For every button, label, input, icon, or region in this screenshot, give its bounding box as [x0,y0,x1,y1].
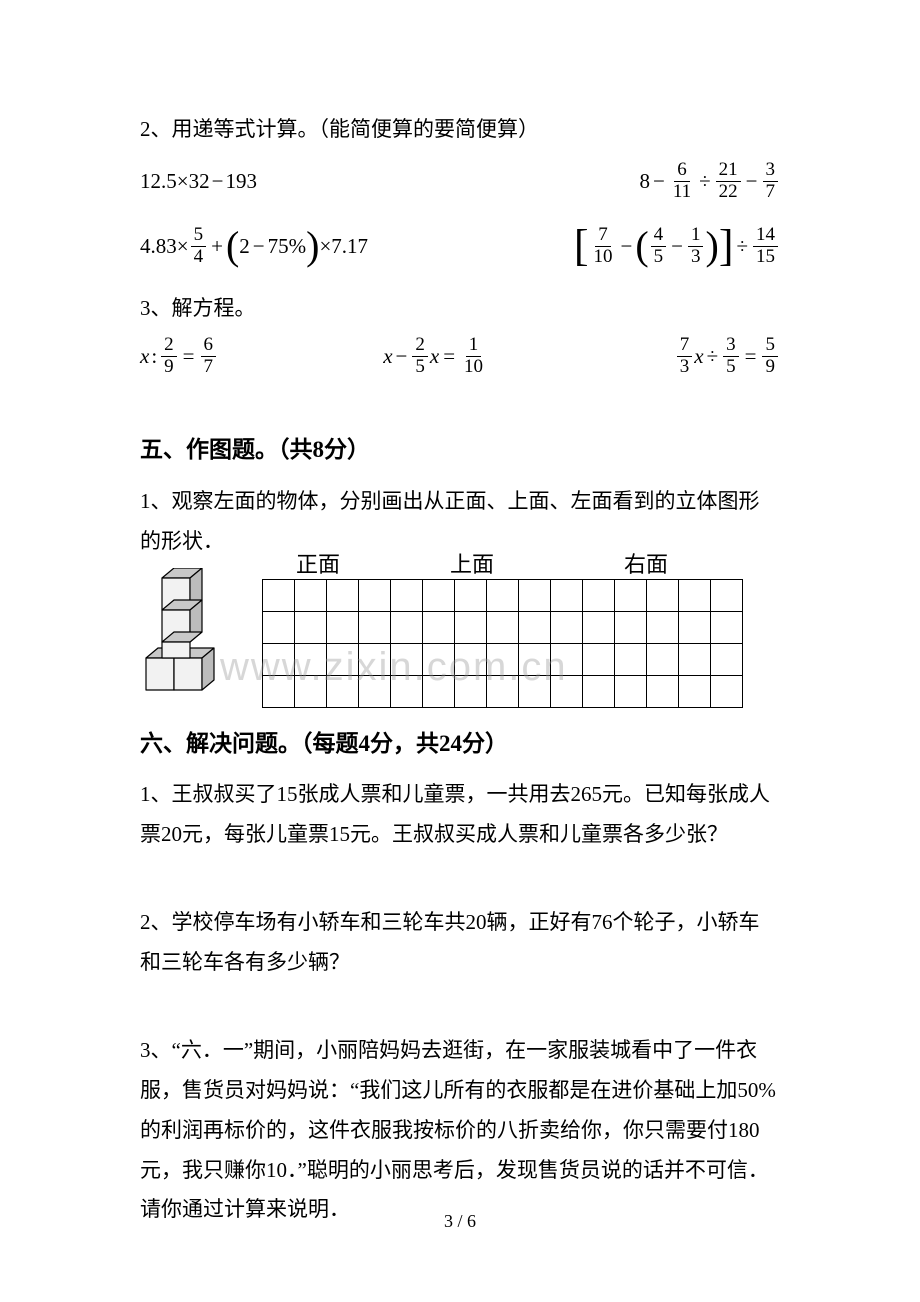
q3-eq1: x: 29 = 67 [140,335,383,378]
section6-title: 六、解决问题。（每题4分，共24分） [140,722,780,766]
grid-area: 正面 上面 右面 [262,579,743,708]
answer-grid [262,579,743,708]
s6-q1: 1、王叔叔买了15张成人票和儿童票，一共用去265元。已知每张成人票20元，每张… [140,775,780,855]
grid-label-top: 上面 [450,547,494,579]
q3-prompt: 3、解方程。 [140,289,780,329]
q3-eq2: x− 25 x= 110 [383,335,601,378]
grid-label-front: 正面 [296,547,340,579]
q2-eq2: 8− 611 ÷ 2122 − 37 [639,160,780,203]
q3-eq3: 73 x÷ 35 = 59 [601,335,780,378]
s6-q2: 2、学校停车场有小轿车和三轮车共20辆，正好有76个轮子，小轿车和三轮车各有多少… [140,903,780,983]
page-number: 3 / 6 [0,1211,920,1232]
cubes-figure [140,568,238,708]
section5-title: 五、作图题。（共8分） [140,428,780,472]
q2-prompt: 2、用递等式计算。（能简便算的要简便算） [140,110,780,150]
q2-eq3: 4.83× 54 + (2−75%) ×7.17 [140,225,368,268]
s6-q3: 3、“六．一”期间，小丽陪妈妈去逛街，在一家服装城看中了一件衣服，售货员对妈妈说… [140,1031,780,1230]
q2-eq4: [ 710 − ( 45 − 13 ) ] ÷ 1415 [574,225,780,268]
grid-label-right: 右面 [624,547,668,579]
q2-eq1: 12.5×32−193 [140,160,257,203]
